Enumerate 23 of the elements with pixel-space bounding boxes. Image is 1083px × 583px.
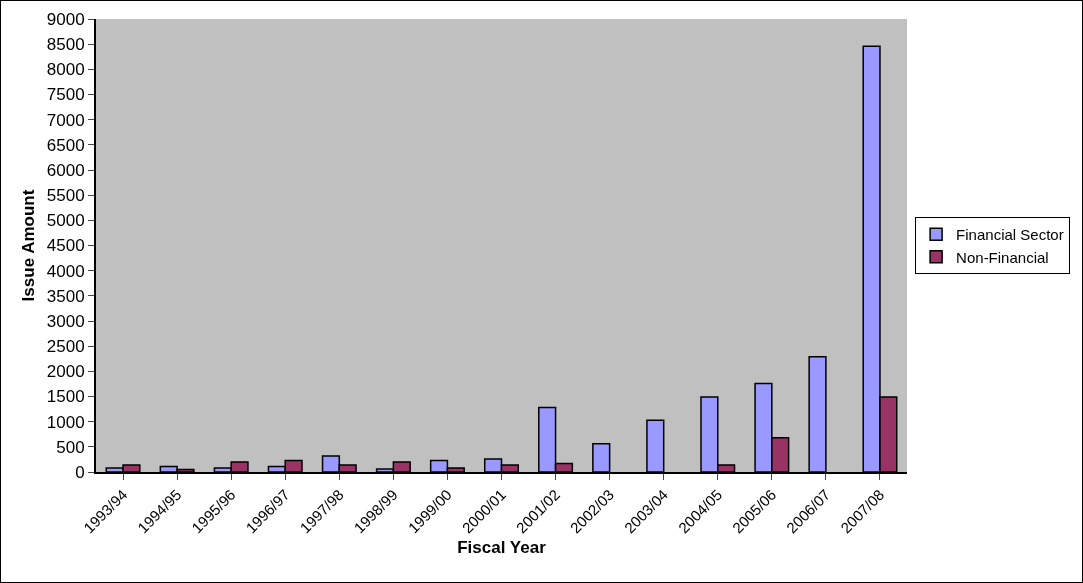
legend-label: Non-Financial (956, 248, 1049, 266)
y-tick-label: 8000 (46, 60, 85, 80)
y-tick-label: 5500 (46, 186, 85, 206)
y-tick-label: 2000 (46, 362, 85, 382)
y-tick-label: 1000 (46, 412, 85, 432)
y-tick-label: 5000 (46, 211, 85, 231)
y-tick-label: 1500 (46, 387, 85, 407)
y-tick-label: 9000 (46, 9, 85, 29)
x-axis-title: Fiscal Year (457, 538, 547, 558)
y-tick-label: 500 (56, 437, 85, 457)
y-tick-label: 4500 (46, 236, 85, 256)
y-tick-label: 3500 (46, 286, 85, 306)
y-tick-label: 6000 (46, 160, 85, 180)
y-tick-label: 2500 (46, 337, 85, 357)
y-tick-label: 8500 (46, 35, 85, 55)
y-tick-label: 4000 (46, 261, 85, 281)
legend-label: Financial Sector (956, 226, 1064, 244)
y-tick-label: 7500 (46, 85, 85, 105)
y-tick-label: 7000 (46, 110, 85, 130)
y-tick-label: 6500 (46, 135, 85, 155)
y-tick-label: 0 (75, 462, 85, 482)
y-tick-label: 3000 (46, 311, 85, 331)
y-axis-title: Issue Amount (18, 189, 38, 302)
